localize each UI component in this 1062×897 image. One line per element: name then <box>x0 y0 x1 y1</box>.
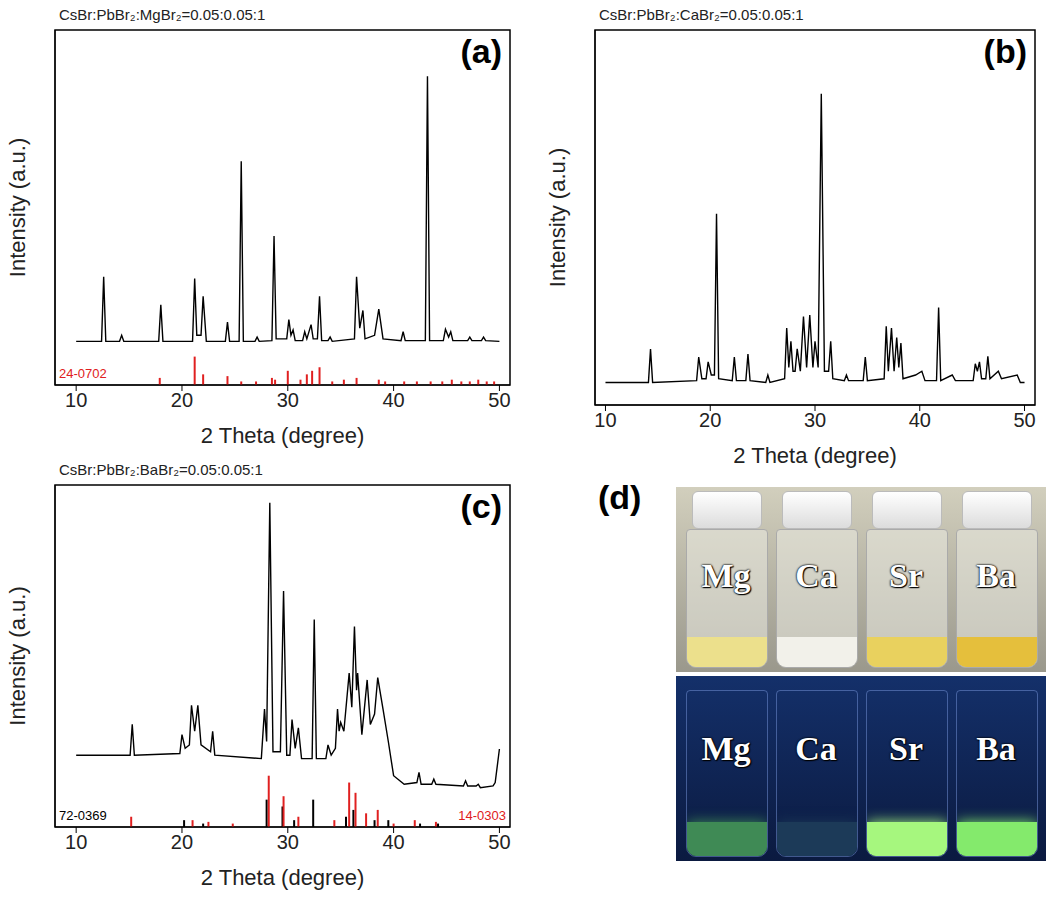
svg-text:2 Theta (degree): 2 Theta (degree) <box>201 423 364 448</box>
svg-text:Intensity (a.u.): Intensity (a.u.) <box>5 586 30 725</box>
html-text:14-0303: 14-0303 <box>458 808 506 823</box>
html-text:CsBr:PbBr₂:MgBr₂=0.05:0.05:1: CsBr:PbBr₂:MgBr₂=0.05:0.05:1 <box>59 6 266 23</box>
html-text:CsBr:PbBr₂:BaBr₂=0.05:0.05:1: CsBr:PbBr₂:BaBr₂=0.05:0.05:1 <box>59 461 263 478</box>
html-text:Sr: Sr <box>889 730 923 767</box>
svg-text:50: 50 <box>488 831 510 853</box>
svg-text:40: 40 <box>382 389 404 411</box>
svg-text:20: 20 <box>171 831 193 853</box>
svg-text:50: 50 <box>1013 409 1035 431</box>
html-text:(c): (c) <box>460 487 502 525</box>
svg-text:Intensity (a.u.): Intensity (a.u.) <box>545 148 570 287</box>
svg-text:10: 10 <box>594 409 616 431</box>
svg-text:50: 50 <box>488 389 510 411</box>
svg-text:30: 30 <box>277 389 299 411</box>
svg-text:40: 40 <box>909 409 931 431</box>
svg-text:2 Theta (degree): 2 Theta (degree) <box>733 443 896 468</box>
html-text:Mg: Mg <box>701 730 751 767</box>
html-text:Sr: Sr <box>889 557 923 594</box>
svg-text:20: 20 <box>171 389 193 411</box>
html-text:(b): (b) <box>983 32 1027 70</box>
svg-text:40: 40 <box>382 831 404 853</box>
html-text:(d): (d) <box>598 478 642 516</box>
html-text:24-0702: 24-0702 <box>59 366 107 381</box>
html-text:72-0369: 72-0369 <box>59 808 107 823</box>
svg-text:10: 10 <box>65 389 87 411</box>
html-text:(a): (a) <box>460 32 502 70</box>
svg-text:10: 10 <box>65 831 87 853</box>
html-text:Ba: Ba <box>976 730 1016 767</box>
html-text:CsBr:PbBr₂:CaBr₂=0.05:0.05:1: CsBr:PbBr₂:CaBr₂=0.05:0.05:1 <box>599 6 804 23</box>
svg-text:30: 30 <box>277 831 299 853</box>
svg-text:30: 30 <box>804 409 826 431</box>
svg-text:Intensity (a.u.): Intensity (a.u.) <box>5 138 30 277</box>
html-text:Ba: Ba <box>976 557 1016 594</box>
html-text:Ca: Ca <box>795 557 837 594</box>
svg-text:2 Theta (degree): 2 Theta (degree) <box>201 865 364 890</box>
html-text:Mg: Mg <box>701 557 751 594</box>
html-text:Ca: Ca <box>795 730 837 767</box>
svg-text:20: 20 <box>699 409 721 431</box>
